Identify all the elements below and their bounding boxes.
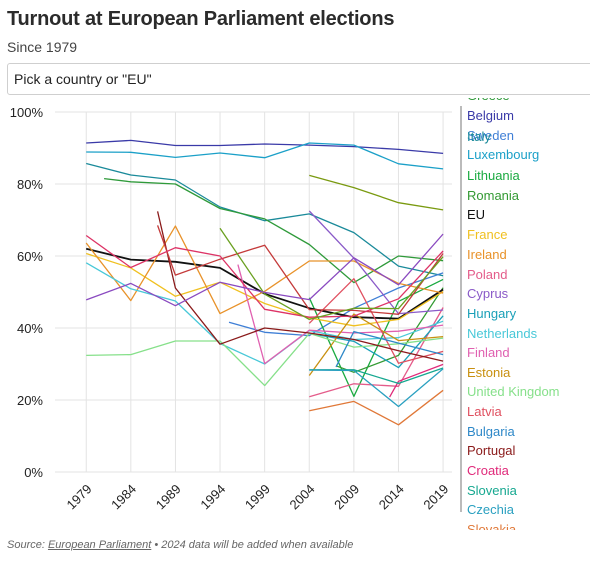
series-line-finland <box>237 264 444 365</box>
series-line-poland <box>309 307 444 398</box>
y-tick-label: 60% <box>17 249 43 264</box>
country-picker[interactable] <box>7 63 590 95</box>
legend-label: Slovakia <box>467 522 517 530</box>
series-line-czechia <box>309 368 444 408</box>
series-line-italy <box>86 162 444 277</box>
y-tick-label: 80% <box>17 177 43 192</box>
series-line <box>85 234 444 318</box>
x-tick-label: 1994 <box>197 481 228 512</box>
series-line-luxembourg <box>86 142 444 170</box>
legend-label: Luxembourg <box>467 147 539 162</box>
legend-label: Sweden <box>467 128 514 143</box>
legend-label: Romania <box>467 188 520 203</box>
x-tick-label: 2009 <box>331 481 362 512</box>
x-tick-label: 2004 <box>287 481 318 512</box>
legend-label: Belgium <box>467 108 514 123</box>
y-tick-label: 0% <box>24 465 43 480</box>
chart-series <box>85 139 444 426</box>
source-note: Source: European Parliament • 2024 data … <box>7 539 353 551</box>
source-link[interactable]: European Parliament <box>47 539 152 551</box>
series-line-cyprus <box>308 210 444 315</box>
series-line-romania <box>335 287 444 373</box>
x-tick-label: 1984 <box>108 481 139 512</box>
legend-label: Slovenia <box>467 483 518 498</box>
x-axis-ticks: 1979 1984 1989 1994 1999 2004 2009 2014 2019 <box>64 481 452 512</box>
legend-label: Greece <box>467 98 510 103</box>
legend-label: Lithuania <box>467 168 521 183</box>
x-tick-label: 2019 <box>420 481 451 512</box>
series-line-slovakia <box>309 389 444 426</box>
legend-label: Ireland <box>467 247 507 262</box>
series-line-belgium <box>86 139 444 155</box>
legend-label: Finland <box>467 345 510 360</box>
x-tick-label: 1989 <box>153 481 184 512</box>
series-line-croatia <box>389 363 444 398</box>
series-line-united-kingdom <box>86 332 444 387</box>
turnout-line-chart: 0% 20% 40% 60% 80% 100% 1979 1984 1989 1994 1999 2… <box>10 98 560 530</box>
legend-label: United Kingdom <box>467 384 560 399</box>
series-line-lithuania <box>308 278 444 398</box>
legend-label: Bulgaria <box>467 424 515 439</box>
series-line <box>156 225 444 315</box>
legend-label: Estonia <box>467 365 511 380</box>
legend-label: Portugal <box>467 443 516 458</box>
series-line-latvia <box>308 278 444 364</box>
x-tick-label: 2014 <box>376 481 407 512</box>
legend-label: Cyprus <box>467 286 509 301</box>
legend-label: Poland <box>467 267 507 282</box>
y-tick-label: 40% <box>17 321 43 336</box>
series-line-portugal <box>156 211 444 362</box>
legend-label: Latvia <box>467 404 502 419</box>
legend-label: France <box>467 227 507 242</box>
y-axis-ticks: 0% 20% 40% 60% 80% 100% <box>10 105 44 480</box>
legend-label: Italy <box>467 129 491 144</box>
legend-label: Czechia <box>467 502 515 517</box>
series-line-hungary <box>309 315 444 369</box>
legend-label: EU <box>467 207 485 222</box>
series-line <box>85 233 444 307</box>
country-search-input[interactable] <box>8 64 590 94</box>
page-subtitle: Since 1979 <box>7 39 78 55</box>
series-line <box>309 174 444 211</box>
legend-label: Netherlands <box>467 326 538 341</box>
series-line <box>219 227 444 321</box>
source-suffix: • 2024 data will be added when available <box>151 539 354 551</box>
source-prefix: Source: <box>7 539 48 551</box>
series-line-greece <box>104 177 444 284</box>
series-line-bulgaria <box>335 330 444 368</box>
chart-gridlines <box>55 111 452 473</box>
series-line-estonia <box>308 313 444 376</box>
x-tick-label: 1999 <box>242 481 273 512</box>
x-tick-label: 1979 <box>64 481 95 512</box>
page-title: Turnout at European Parliament elections <box>7 8 395 30</box>
legend-label: Croatia <box>467 463 510 478</box>
y-tick-label: 100% <box>10 105 44 120</box>
y-tick-label: 20% <box>17 393 43 408</box>
legend-label: Hungary <box>467 306 517 321</box>
series-line-france <box>86 252 444 327</box>
